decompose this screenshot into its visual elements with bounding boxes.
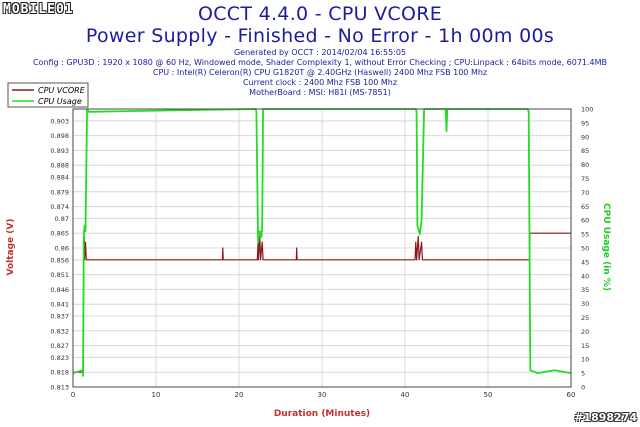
- y2-tick-label: 0: [581, 384, 585, 392]
- info-motherboard: MotherBoard : MSI: H81I (MS-7851): [249, 88, 391, 97]
- y-tick-label: 0.837: [50, 313, 69, 321]
- x-tick-label: 10: [152, 391, 161, 399]
- y-tick-label: 0.86: [55, 245, 69, 253]
- site-logo: MOBILE01: [3, 2, 74, 17]
- y2-tick-label: 40: [581, 272, 589, 280]
- y2-tick-label: 100: [581, 106, 593, 114]
- y2-axis-title: CPU Usage (in %): [601, 203, 611, 291]
- y2-tick-label: 30: [581, 300, 589, 308]
- y-tick-label: 0.846: [50, 286, 69, 294]
- y-tick-label: 0.856: [50, 256, 69, 264]
- series-line-cpu-vcore: [73, 232, 571, 373]
- y2-tick-label: 5: [581, 370, 585, 378]
- x-tick-label: 20: [235, 391, 244, 399]
- plot-border: [72, 108, 572, 388]
- y2-tick-label: 10: [581, 356, 589, 364]
- y-tick-label: 0.813: [50, 384, 69, 392]
- y-tick-label: 0.893: [50, 147, 69, 155]
- x-axis-title: Duration (Minutes): [274, 409, 370, 419]
- y2-tick-label: 50: [581, 245, 589, 253]
- info-config: Config : GPU3D : 1920 x 1080 @ 60 Hz, Wi…: [32, 58, 608, 67]
- x-tick-label: 0: [71, 391, 75, 399]
- y-tick-label: 0.87: [55, 215, 69, 223]
- info-generated: Generated by OCCT : 2014/02/04 16:55:05: [233, 48, 407, 57]
- y2-tick-label: 15: [581, 342, 589, 350]
- x-tick-label: 60: [567, 391, 576, 399]
- info-cpu: CPU : Intel(R) Celeron(R) CPU G1820T @ 2…: [152, 68, 488, 77]
- y2-tick-label: 70: [581, 189, 589, 197]
- legend-label-usage: CPU Usage: [38, 97, 82, 106]
- watermark: #1898274: [574, 411, 637, 424]
- y2-tick-label: 85: [581, 147, 589, 155]
- y-tick-label: 0.884: [50, 174, 69, 182]
- y2-tick-label: 90: [581, 133, 589, 141]
- y-tick-label: 0.865: [50, 230, 69, 238]
- y-tick-label: 0.903: [50, 117, 69, 125]
- y-tick-label: 0.823: [50, 354, 69, 362]
- y-tick-label: 0.827: [50, 342, 69, 350]
- y-tick-label: 0.818: [50, 369, 69, 377]
- x-tick-label: 40: [401, 391, 410, 399]
- y2-tick-label: 75: [581, 175, 589, 183]
- y-tick-label: 0.851: [50, 271, 69, 279]
- y-tick-label: 0.898: [50, 132, 69, 140]
- y-tick-label: 0.841: [50, 301, 69, 309]
- y-axis-title: Voltage (V): [6, 219, 16, 276]
- legend-box: [7, 82, 89, 108]
- y2-tick-label: 20: [581, 328, 589, 336]
- y-tick-label: 0.879: [50, 188, 69, 196]
- x-tick-label: 30: [318, 391, 327, 399]
- y2-tick-label: 45: [581, 258, 589, 266]
- y-tick-label: 0.832: [50, 327, 69, 335]
- legend-label-vcore: CPU VCORE: [38, 86, 86, 95]
- y-tick-label: 0.888: [50, 162, 69, 170]
- chart-title: OCCT 4.4.0 - CPU VCORE: [197, 3, 443, 25]
- y-tick-label: 0.874: [50, 203, 69, 211]
- y2-tick-label: 65: [581, 203, 589, 211]
- y2-tick-label: 55: [581, 231, 589, 239]
- chart-subtitle: Power Supply - Finished - No Error - 1h …: [85, 25, 555, 47]
- y2-tick-label: 35: [581, 286, 589, 294]
- x-tick-label: 50: [484, 391, 493, 399]
- y2-tick-label: 95: [581, 119, 589, 127]
- y2-tick-label: 80: [581, 161, 589, 169]
- y2-tick-label: 25: [581, 314, 589, 322]
- info-clock: Current clock : 2400 Mhz FSB 100 Mhz: [242, 78, 398, 87]
- y2-tick-label: 60: [581, 217, 589, 225]
